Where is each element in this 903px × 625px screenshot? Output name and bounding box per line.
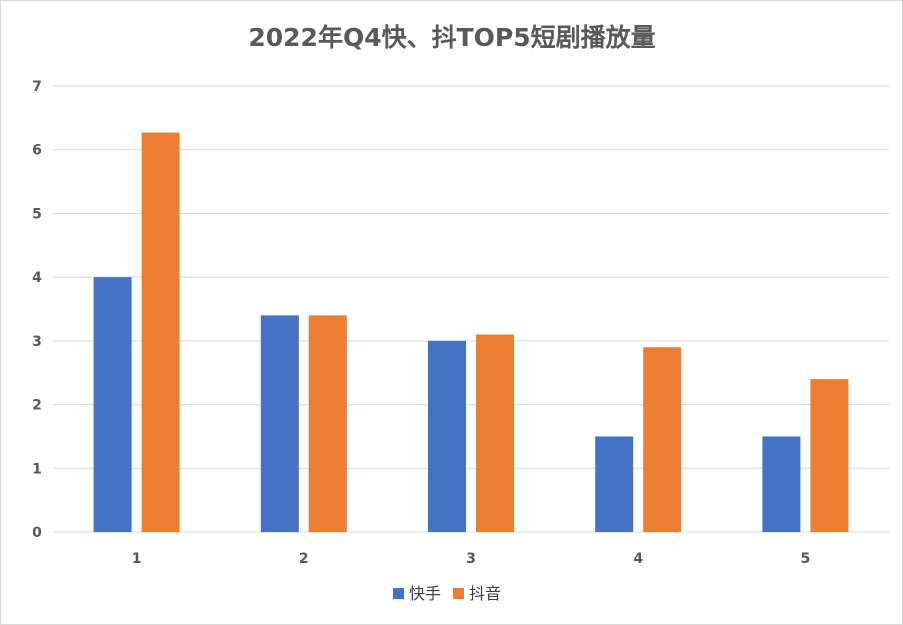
- bar-抖音-1: [141, 132, 180, 533]
- bar-抖音-3: [476, 334, 514, 532]
- x-tick-label: 3: [466, 551, 476, 567]
- y-tick-label: 7: [32, 79, 42, 95]
- legend: 快手 抖音: [393, 584, 501, 603]
- bar-快手-5: [762, 436, 801, 532]
- y-tick-label: 5: [32, 206, 42, 222]
- bar-快手-1: [93, 277, 132, 532]
- x-tick-label: 4: [633, 551, 643, 567]
- bars: [93, 132, 849, 533]
- y-tick-label: 6: [32, 143, 42, 159]
- x-tick-label: 2: [299, 551, 309, 567]
- y-tick-label: 2: [32, 398, 42, 414]
- legend-label-1: 抖音: [469, 584, 501, 603]
- y-axis-ticks: 0 1 2 3 4 5 6 7: [32, 79, 42, 541]
- bar-抖音-5: [810, 379, 849, 532]
- legend-swatch-0: [393, 588, 404, 599]
- y-tick-label: 4: [32, 270, 42, 286]
- bar-快手-2: [260, 315, 299, 532]
- bar-抖音-4: [643, 347, 682, 532]
- x-axis-ticks: 1 2 3 4 5: [132, 551, 811, 567]
- legend-swatch-1: [453, 588, 464, 599]
- y-tick-label: 1: [32, 461, 42, 477]
- bar-抖音-2: [308, 315, 347, 532]
- bar-快手-3: [428, 340, 466, 532]
- bar-快手-4: [595, 436, 634, 532]
- chart-title: 2022年Q4快、抖TOP5短剧播放量: [248, 23, 655, 52]
- y-tick-label: 3: [32, 334, 42, 350]
- legend-label-0: 快手: [409, 584, 441, 603]
- x-tick-label: 5: [801, 551, 811, 567]
- x-tick-label: 1: [132, 551, 142, 567]
- y-tick-label: 0: [32, 525, 42, 541]
- gridlines: [53, 85, 889, 533]
